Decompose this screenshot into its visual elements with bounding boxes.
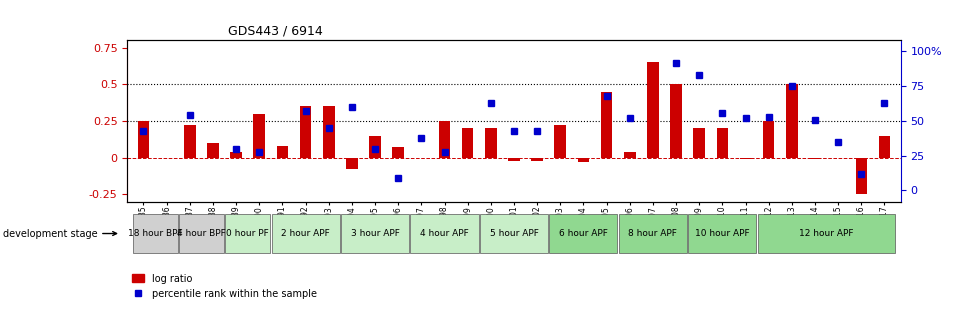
- Bar: [577, 158, 589, 162]
- Bar: [138, 121, 149, 158]
- Bar: [531, 158, 543, 161]
- FancyBboxPatch shape: [410, 214, 478, 253]
- Bar: [739, 158, 750, 159]
- Legend: log ratio, percentile rank within the sample: log ratio, percentile rank within the sa…: [132, 274, 316, 298]
- Text: 4 hour APF: 4 hour APF: [420, 229, 468, 238]
- Bar: [207, 143, 218, 158]
- Bar: [878, 136, 889, 158]
- Bar: [230, 152, 242, 158]
- Bar: [323, 106, 334, 158]
- Bar: [392, 148, 404, 158]
- Text: GDS443 / 6914: GDS443 / 6914: [228, 25, 322, 38]
- FancyBboxPatch shape: [549, 214, 617, 253]
- Bar: [299, 106, 311, 158]
- Bar: [646, 62, 658, 158]
- FancyBboxPatch shape: [618, 214, 687, 253]
- Bar: [670, 84, 681, 158]
- Bar: [438, 121, 450, 158]
- Text: development stage: development stage: [3, 228, 116, 239]
- Bar: [184, 125, 196, 158]
- Bar: [462, 128, 473, 158]
- FancyBboxPatch shape: [688, 214, 756, 253]
- Bar: [855, 158, 867, 194]
- Text: 10 hour APF: 10 hour APF: [694, 229, 749, 238]
- Text: 4 hour BPF: 4 hour BPF: [177, 229, 226, 238]
- Bar: [692, 128, 704, 158]
- FancyBboxPatch shape: [179, 214, 224, 253]
- Bar: [623, 152, 635, 158]
- Bar: [809, 158, 820, 159]
- Bar: [600, 92, 612, 158]
- Text: 2 hour APF: 2 hour APF: [281, 229, 330, 238]
- Bar: [762, 121, 774, 158]
- Bar: [508, 158, 519, 161]
- Bar: [369, 136, 380, 158]
- Text: 8 hour APF: 8 hour APF: [628, 229, 677, 238]
- Text: 3 hour APF: 3 hour APF: [350, 229, 399, 238]
- Text: 6 hour APF: 6 hour APF: [558, 229, 607, 238]
- Bar: [785, 84, 797, 158]
- Bar: [346, 158, 357, 169]
- Bar: [554, 125, 565, 158]
- FancyBboxPatch shape: [340, 214, 409, 253]
- Bar: [716, 128, 728, 158]
- FancyBboxPatch shape: [132, 214, 177, 253]
- FancyBboxPatch shape: [479, 214, 548, 253]
- FancyBboxPatch shape: [225, 214, 270, 253]
- Text: 0 hour PF: 0 hour PF: [226, 229, 269, 238]
- Text: 12 hour APF: 12 hour APF: [798, 229, 853, 238]
- FancyBboxPatch shape: [757, 214, 895, 253]
- FancyBboxPatch shape: [271, 214, 339, 253]
- Text: 18 hour BPF: 18 hour BPF: [127, 229, 182, 238]
- Text: 5 hour APF: 5 hour APF: [489, 229, 538, 238]
- Bar: [277, 146, 288, 158]
- Bar: [253, 114, 265, 158]
- Bar: [484, 128, 496, 158]
